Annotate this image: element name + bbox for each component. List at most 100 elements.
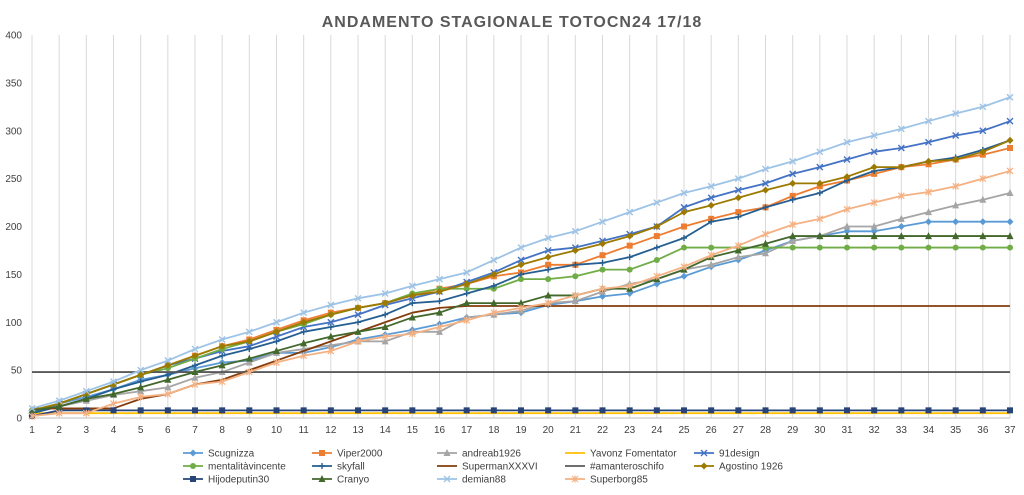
data-point [164, 361, 172, 369]
legend-swatch-marker [319, 463, 325, 469]
data-point [191, 368, 199, 376]
data-point [816, 179, 824, 187]
data-point [218, 378, 226, 386]
data-point [518, 276, 524, 283]
data-point [518, 407, 524, 414]
data-point [653, 272, 661, 280]
data-point [463, 316, 471, 324]
data-point [898, 244, 905, 251]
legend-swatch-marker [190, 463, 196, 469]
chart-title: ANDAMENTO STAGIONALE TOTOCN24 17/18 [322, 14, 703, 31]
data-point [1006, 218, 1014, 226]
legend-swatch-marker [700, 449, 708, 457]
data-point [191, 352, 199, 360]
data-point [409, 300, 416, 307]
data-point [572, 261, 579, 268]
data-point [164, 390, 172, 398]
data-point [273, 407, 280, 414]
legend-label: mentalitàvincente [208, 462, 286, 473]
legend-swatch-marker [571, 475, 579, 483]
data-point [571, 227, 579, 235]
legend-item: andreab1926 [437, 449, 521, 460]
data-point [708, 407, 715, 414]
series-layer [28, 93, 1014, 420]
data-point [517, 261, 525, 269]
data-point [137, 393, 145, 401]
data-point [626, 290, 634, 298]
data-point [870, 232, 878, 240]
data-point [545, 266, 552, 273]
x-tick-label: 21 [570, 425, 582, 436]
data-point [273, 338, 280, 345]
data-point [82, 387, 90, 395]
data-point [517, 304, 525, 312]
x-tick-label: 33 [896, 425, 908, 436]
data-point [871, 244, 878, 251]
data-point [708, 218, 715, 225]
data-point [355, 407, 361, 414]
data-point [382, 407, 389, 414]
data-point [925, 117, 932, 125]
data-point [979, 175, 987, 183]
data-point [599, 407, 606, 414]
data-point [137, 371, 145, 379]
data-point [436, 308, 443, 316]
data-point [110, 407, 117, 414]
x-tick-label: 29 [787, 425, 799, 436]
y-tick-label: 400 [5, 31, 22, 42]
x-tick-label: 2 [56, 425, 62, 436]
legend-item: mentalitàvincente [183, 462, 286, 473]
data-point [300, 318, 308, 326]
x-tick-label: 28 [760, 425, 772, 436]
x-tick-label: 12 [325, 425, 337, 436]
legend-label: Yavonz Fomentator [590, 449, 677, 460]
data-point [952, 232, 960, 240]
x-tick-label: 20 [543, 425, 555, 436]
data-point [897, 214, 905, 222]
data-point [843, 222, 851, 230]
data-point [327, 301, 335, 309]
data-point [681, 234, 687, 241]
data-point [273, 328, 280, 336]
data-point [354, 304, 362, 312]
data-point [680, 272, 688, 280]
data-point [191, 380, 199, 388]
data-point [300, 352, 308, 360]
data-point [707, 251, 715, 259]
data-point [897, 223, 905, 230]
data-point [952, 132, 960, 140]
data-point [490, 282, 497, 289]
data-point [218, 342, 226, 350]
data-point [1007, 244, 1013, 251]
data-point [218, 361, 226, 369]
data-point [816, 215, 824, 223]
data-point [897, 163, 905, 171]
data-point [979, 407, 986, 414]
x-tick-label: 15 [407, 425, 419, 436]
legend-swatch-marker [443, 475, 451, 483]
legend-label: 91design [719, 449, 760, 460]
data-point [653, 257, 660, 264]
data-point [734, 194, 742, 202]
data-point [734, 175, 742, 183]
data-point [192, 407, 198, 414]
data-point [490, 256, 498, 264]
x-tick-label: 31 [841, 425, 853, 436]
legend-label: Agostino 1926 [719, 462, 783, 473]
data-point [382, 311, 389, 318]
legend-swatch-marker [700, 462, 708, 470]
legend-item: Cranyo [312, 475, 370, 486]
data-point [843, 138, 851, 146]
data-point [681, 407, 687, 414]
data-point [925, 407, 932, 414]
data-point [490, 309, 498, 317]
y-tick-label: 200 [5, 222, 22, 233]
data-point [490, 270, 498, 278]
x-tick-label: 7 [192, 425, 198, 436]
x-tick-label: 35 [950, 425, 962, 436]
legend-item: Superborg85 [565, 475, 648, 486]
data-point [463, 407, 470, 414]
data-point [599, 218, 606, 226]
